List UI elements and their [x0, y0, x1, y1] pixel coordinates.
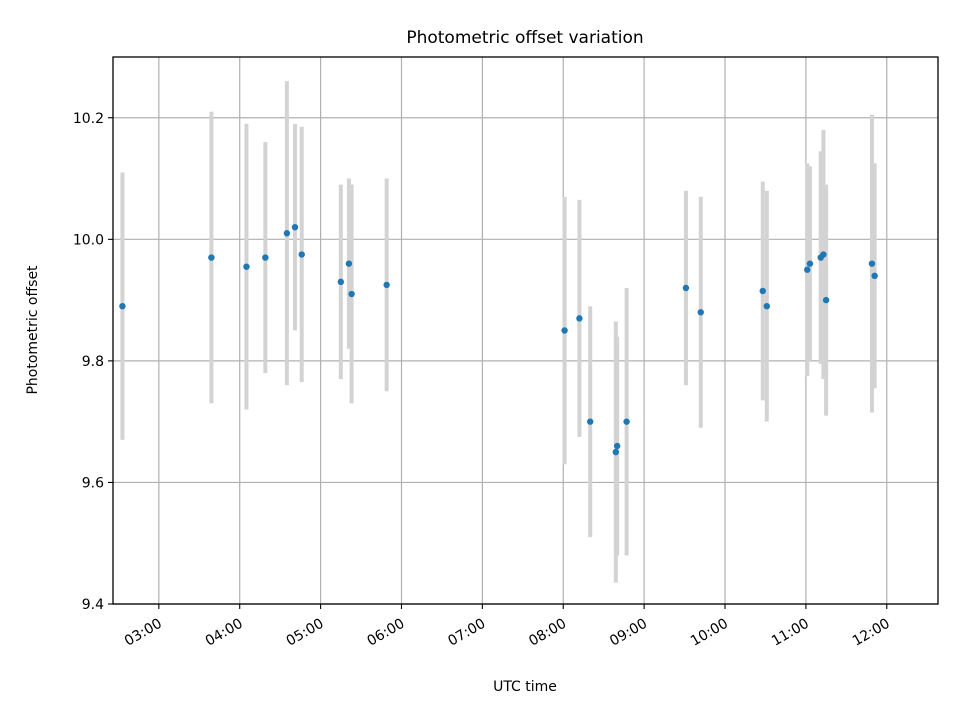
- data-point: [345, 260, 353, 267]
- grid-layer: [113, 57, 938, 605]
- y-axis-label: Photometric offset: [25, 265, 41, 395]
- error-bar-layer: [120, 81, 877, 583]
- data-point: [763, 302, 770, 310]
- x-tick-label: 03:00: [122, 616, 165, 650]
- data-point: [208, 254, 215, 261]
- data-point: [243, 263, 250, 270]
- y-axis-ticks: 9.4 9.6 9.8 10.0 10.2: [73, 111, 113, 613]
- data-point: [348, 290, 355, 298]
- x-axis-label: UTC time: [493, 679, 557, 695]
- data-point: [561, 327, 568, 334]
- y-tick-label: 9.6: [82, 475, 104, 491]
- data-point: [822, 296, 830, 304]
- x-tick-label: 10:00: [688, 616, 731, 650]
- y-tick-label: 9.8: [82, 354, 104, 370]
- data-point: [820, 251, 827, 258]
- data-point: [587, 418, 594, 425]
- data-point-layer: [119, 223, 878, 456]
- data-point: [682, 284, 690, 292]
- x-tick-label: 09:00: [607, 616, 650, 650]
- y-tick-label: 10.0: [73, 232, 104, 248]
- data-point: [298, 251, 305, 258]
- data-point: [383, 281, 390, 289]
- data-point: [576, 315, 583, 322]
- x-tick-label: 11:00: [769, 616, 812, 650]
- data-point: [623, 418, 630, 425]
- data-point: [119, 302, 126, 310]
- x-tick-label: 05:00: [284, 616, 327, 650]
- data-point: [262, 254, 269, 261]
- data-point: [697, 309, 704, 316]
- data-point: [806, 260, 814, 267]
- data-point: [612, 448, 620, 456]
- data-point: [868, 260, 876, 267]
- plot-frame: [112, 56, 939, 605]
- data-point: [613, 442, 621, 450]
- y-tick-label: 9.4: [82, 597, 104, 613]
- chart-title: Photometric offset variation: [406, 28, 643, 48]
- x-tick-label: 06:00: [365, 616, 408, 650]
- x-tick-label: 12:00: [850, 616, 893, 650]
- data-point: [337, 278, 345, 286]
- y-tick-label: 10.2: [73, 111, 104, 127]
- data-point: [804, 266, 811, 273]
- data-point: [759, 287, 766, 295]
- data-point: [871, 272, 878, 279]
- x-axis-ticks: 03:00 04:00 05:00 06:00 07:00 08:00 09:00 10:00…: [122, 604, 893, 650]
- x-tick-label: 04:00: [203, 616, 246, 650]
- x-tick-label: 08:00: [526, 616, 569, 650]
- x-tick-label: 07:00: [445, 616, 488, 650]
- data-point: [283, 230, 291, 237]
- data-point: [291, 223, 299, 231]
